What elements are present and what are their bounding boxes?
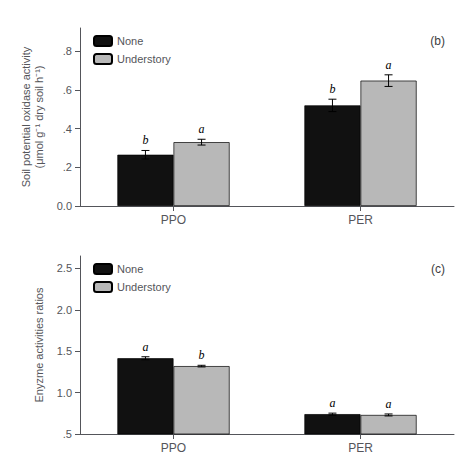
svg-text:a: a [199,122,205,136]
svg-text:.4: .4 [63,123,72,135]
svg-text:.8: .8 [63,45,72,57]
svg-text:.2: .2 [63,161,72,173]
svg-text:(b): (b) [430,34,445,48]
svg-text:1.0: 1.0 [57,387,72,399]
svg-text:Soil potential oxidase activit: Soil potential oxidase activity [20,46,32,187]
svg-text:(c): (c) [431,262,445,276]
svg-text:b: b [329,82,335,96]
svg-text:PER: PER [348,213,373,227]
svg-text:PER: PER [348,441,373,455]
svg-text:1.5: 1.5 [57,345,72,357]
svg-text:b: b [199,348,205,362]
svg-text:None: None [117,35,143,47]
svg-text:Enyzme activities ratios: Enyzme activities ratios [33,287,45,402]
svg-text:2.0: 2.0 [57,304,72,316]
svg-text:Understory: Understory [117,281,171,293]
svg-text:Understory: Understory [117,53,171,65]
svg-text:0.0: 0.0 [57,200,72,212]
svg-text:2.5: 2.5 [57,262,72,274]
svg-text:b: b [142,133,148,147]
svg-text:.6: .6 [63,84,72,96]
svg-text:.5: .5 [63,428,72,440]
svg-text:PPO: PPO [161,213,186,227]
svg-text:a: a [386,58,392,72]
svg-text:None: None [117,263,143,275]
svg-text:a: a [142,340,148,354]
svg-text:(μmol g⁻¹ dry soil h⁻¹): (μmol g⁻¹ dry soil h⁻¹) [33,66,45,169]
svg-text:a: a [386,397,392,411]
svg-text:PPO: PPO [161,441,186,455]
svg-text:a: a [329,396,335,410]
